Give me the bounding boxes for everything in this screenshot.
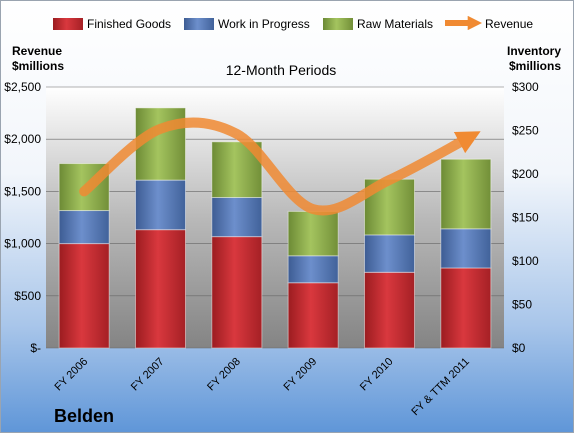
- bar-finished-goods-fy-ttm-2011: [440, 267, 492, 349]
- right-tick-label: $200: [512, 167, 539, 181]
- left-axis-title-line2: $millions: [12, 59, 64, 73]
- company-name: Belden: [54, 406, 114, 426]
- bar-work-in-progress-fy-2009: [287, 255, 339, 284]
- right-tick-label: $250: [512, 124, 539, 138]
- legend-label-revenue: Revenue: [485, 17, 533, 31]
- left-tick-label: $-: [30, 341, 41, 355]
- bar-finished-goods-fy-2006: [58, 243, 110, 349]
- bar-work-in-progress-fy-2010: [364, 234, 415, 273]
- right-tick-label: $50: [512, 298, 532, 312]
- bar-work-in-progress-fy-2006: [58, 210, 110, 245]
- left-tick-label: $1,000: [4, 237, 41, 251]
- right-tick-label: $300: [512, 80, 539, 94]
- left-axis-title-line1: Revenue: [12, 44, 62, 58]
- bar-finished-goods-fy-2007: [135, 229, 186, 349]
- legend-swatch-work-in-progress: [184, 18, 214, 30]
- legend-swatch-raw-materials: [323, 18, 353, 30]
- right-axis-title-line2: $millions: [509, 59, 561, 73]
- left-tick-label: $2,000: [4, 132, 41, 146]
- bar-work-in-progress-fy-2008: [211, 196, 263, 238]
- revenue-line-path: [79, 117, 481, 216]
- left-tick-label: $2,500: [4, 80, 41, 94]
- bar-work-in-progress-fy-ttm-2011: [440, 228, 492, 269]
- plot-area: [46, 87, 504, 348]
- left-axis-ticks: $- $500 $1,000 $1,500 $2,000 $2,500: [4, 80, 41, 355]
- legend-label-finished-goods: Finished Goods: [87, 17, 171, 31]
- left-tick-label: $1,500: [4, 184, 41, 198]
- bar-raw-materials-fy-2008: [211, 141, 263, 198]
- bar-finished-goods-fy-2010: [364, 271, 415, 349]
- right-tick-label: $150: [512, 211, 539, 225]
- legend-label-work-in-progress: Work in Progress: [218, 17, 310, 31]
- legend: Finished Goods Work in Progress Raw Mate…: [53, 15, 533, 31]
- bar-finished-goods-fy-2009: [287, 282, 339, 349]
- chart-title: 12-Month Periods: [226, 62, 337, 78]
- right-axis-title-line1: Inventory: [507, 44, 561, 58]
- right-tick-label: $100: [512, 254, 539, 268]
- bar-work-in-progress-fy-2007: [135, 179, 186, 231]
- gridlines: [46, 86, 504, 349]
- revenue-line: [79, 117, 481, 216]
- left-tick-label: $500: [14, 289, 41, 303]
- bar-raw-materials-fy-ttm-2011: [440, 158, 492, 230]
- legend-label-raw-materials: Raw Materials: [357, 17, 433, 31]
- right-axis-ticks: $0 $50 $100 $150 $200 $250 $300: [512, 80, 539, 355]
- bar-raw-materials-fy-2009: [287, 210, 339, 257]
- legend-swatch-finished-goods: [53, 18, 83, 30]
- bar-finished-goods-fy-2008: [211, 236, 263, 349]
- right-tick-label: $0: [512, 341, 526, 355]
